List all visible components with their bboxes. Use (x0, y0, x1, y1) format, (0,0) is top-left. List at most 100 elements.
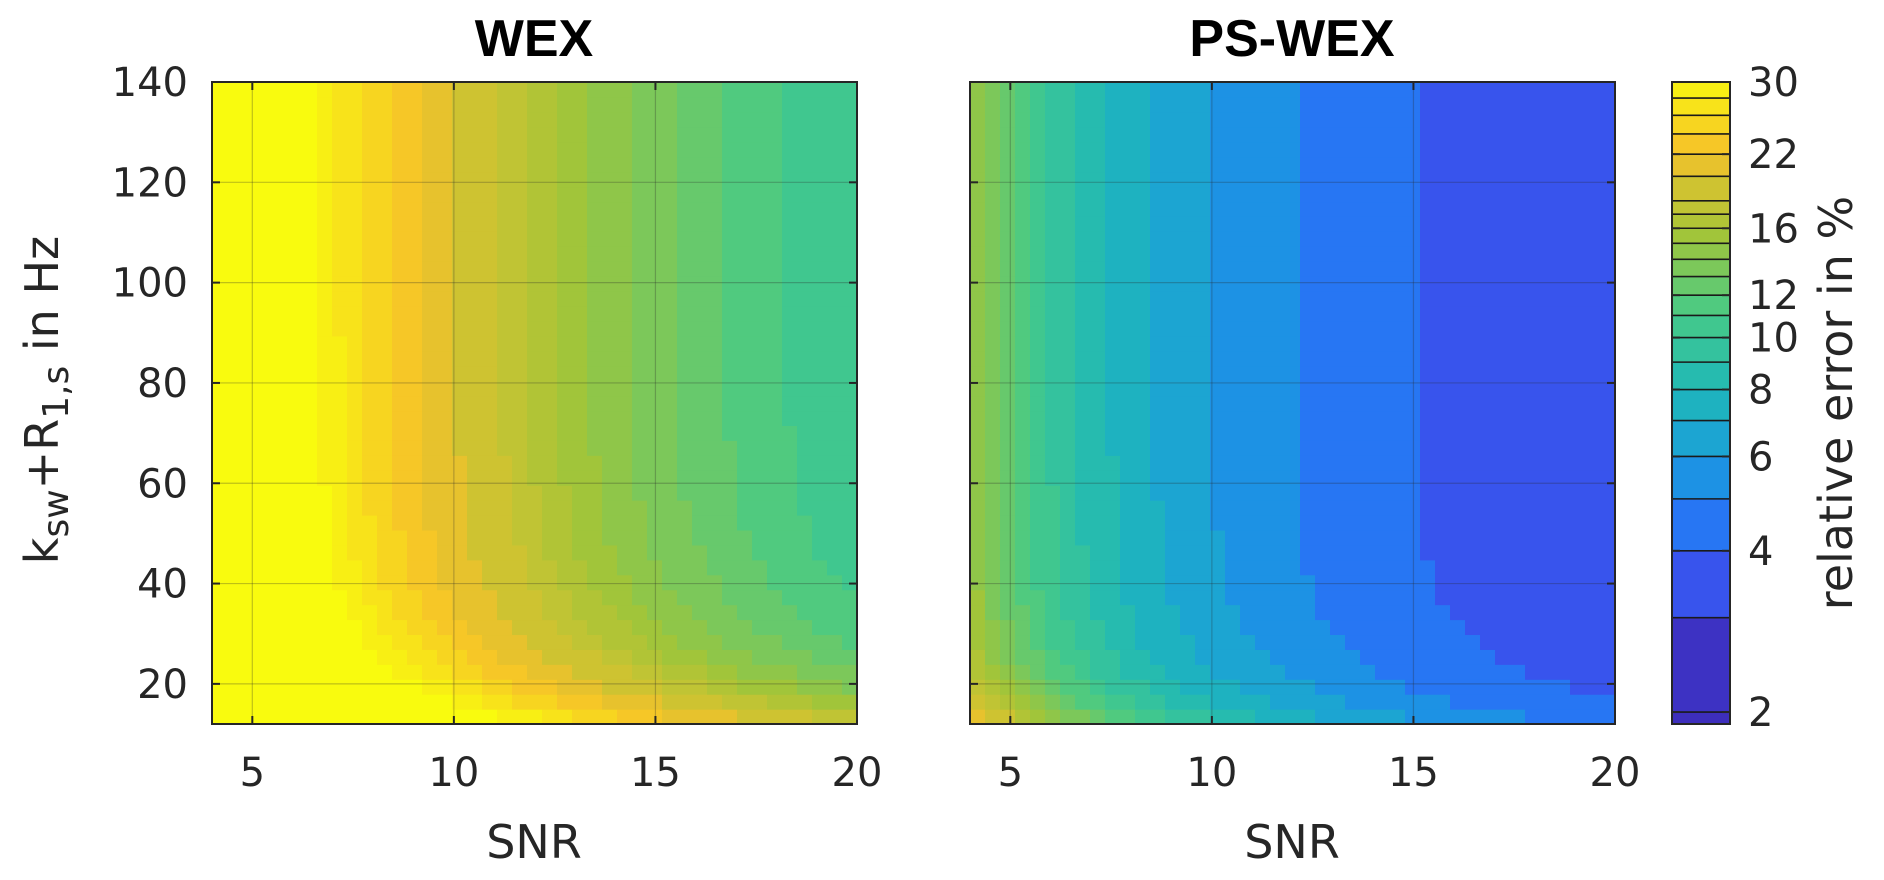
contour-cell (1285, 82, 1301, 98)
contour-cell (1570, 485, 1586, 501)
contour-cell (332, 529, 348, 546)
contour-cell (752, 664, 768, 680)
contour-cell (1165, 709, 1181, 724)
contour-cell (1330, 455, 1346, 471)
contour-cell (1495, 485, 1511, 501)
contour-cell (1465, 544, 1481, 561)
contour-cell (542, 425, 558, 441)
contour-cell (467, 111, 483, 128)
contour-cell (970, 231, 986, 247)
contour-cell (1000, 500, 1016, 516)
contour-cell (317, 485, 333, 501)
contour-cell (1525, 410, 1541, 426)
contour-cell (227, 574, 243, 591)
contour-cell (467, 619, 483, 636)
contour-cell (782, 574, 798, 591)
contour-cell (1195, 709, 1211, 724)
contour-cell (407, 171, 423, 188)
contour-cell (707, 500, 723, 516)
contour-cell (985, 694, 1001, 710)
contour-cell (737, 679, 753, 695)
contour-cell (602, 201, 618, 217)
contour-cell (542, 96, 558, 113)
contour-cell (1375, 440, 1391, 456)
contour-cell (647, 201, 663, 217)
contour-cell (422, 96, 438, 113)
contour-cell (287, 455, 303, 471)
contour-cell (542, 395, 558, 412)
contour-cell (1030, 335, 1046, 352)
contour-cell (1240, 171, 1256, 188)
contour-cell (497, 231, 513, 247)
contour-cell (1270, 261, 1286, 277)
contour-cell (985, 365, 1001, 382)
contour-cell (392, 395, 408, 412)
contour-cell (985, 276, 1001, 292)
contour-cell (1525, 96, 1541, 113)
contour-cell (812, 335, 828, 352)
contour-cell (632, 186, 648, 203)
contour-cell (1180, 425, 1196, 441)
contour-cell (1600, 500, 1615, 516)
contour-cell (1165, 694, 1181, 710)
contour-cell (827, 216, 843, 232)
contour-cell (212, 694, 228, 710)
contour-cell (692, 96, 708, 113)
contour-cell (347, 634, 363, 650)
contour-cell (422, 410, 438, 426)
contour-cell (287, 425, 303, 441)
contour-cell (1435, 470, 1451, 486)
contour-cell (692, 350, 708, 367)
contour-cell (422, 709, 438, 724)
contour-cell (287, 171, 303, 188)
contour-cell (587, 500, 603, 516)
contour-cell (1435, 82, 1451, 98)
contour-cell (1150, 649, 1166, 665)
contour-cell (1570, 455, 1586, 471)
contour-cell (1510, 679, 1526, 695)
contour-cell (332, 500, 348, 516)
contour-cell (1495, 440, 1511, 456)
contour-cell (1105, 664, 1121, 680)
contour-cell (737, 365, 753, 382)
contour-cell (1195, 111, 1211, 128)
contour-cell (377, 544, 393, 561)
contour-cell (497, 261, 513, 277)
contour-cell (677, 231, 693, 247)
contour-cell (1450, 664, 1466, 680)
contour-cell (1225, 350, 1241, 367)
contour-cell (1150, 276, 1166, 292)
contour-cell (1555, 619, 1571, 636)
contour-cell (557, 425, 573, 441)
contour-cell (257, 320, 273, 337)
contour-cell (707, 126, 723, 143)
contour-cell (317, 126, 333, 143)
contour-cell (1600, 470, 1615, 486)
contour-cell (1330, 470, 1346, 486)
contour-cell (1465, 709, 1481, 724)
contour-cell (842, 664, 857, 680)
contour-cell (632, 350, 648, 367)
contour-cell (1375, 305, 1391, 322)
contour-cell (1045, 679, 1061, 695)
contour-cell (1585, 111, 1601, 128)
contour-cell (707, 455, 723, 471)
contour-cell (827, 111, 843, 128)
contour-cell (692, 246, 708, 262)
contour-cell (1570, 544, 1586, 561)
contour-cell (677, 291, 693, 307)
contour-cell (1435, 485, 1451, 501)
contour-cell (707, 96, 723, 113)
contour-cell (1495, 529, 1511, 546)
contour-cell (1555, 350, 1571, 367)
contour-cell (767, 231, 783, 247)
contour-cell (317, 500, 333, 516)
contour-cell (812, 216, 828, 232)
contour-cell (1570, 305, 1586, 322)
contour-cell (1315, 574, 1331, 591)
contour-cell (1450, 604, 1466, 621)
contour-cell (512, 604, 528, 621)
contour-cell (1180, 186, 1196, 203)
contour-cell (782, 694, 798, 710)
contour-cell (497, 246, 513, 262)
